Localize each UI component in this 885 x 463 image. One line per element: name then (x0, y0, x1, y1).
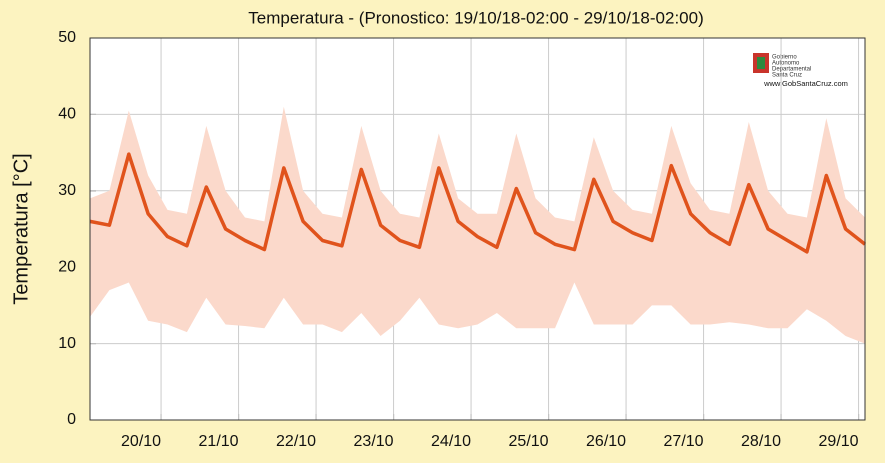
x-tick-label: 28/10 (741, 433, 781, 450)
chart-title: Temperatura - (Pronostico: 19/10/18-02:0… (248, 8, 704, 27)
x-tick-label: 25/10 (509, 433, 549, 450)
x-tick-label: 24/10 (431, 433, 471, 450)
x-tick-label: 20/10 (121, 433, 161, 450)
logo-url: www.GobSantaCruz.com (763, 79, 848, 88)
temperature-line (89, 152, 867, 254)
logo-text: Santa Cruz (772, 73, 802, 79)
x-tick-label: 21/10 (199, 433, 239, 450)
plot-frame (89, 37, 866, 421)
x-tick-label: 23/10 (354, 433, 394, 450)
logo-text: Autonomo (772, 61, 800, 67)
x-tick-label: 29/10 (819, 433, 859, 450)
logo-text: Gobierno (772, 55, 797, 61)
y-axis-label: Temperatura [°C] (10, 153, 32, 304)
x-tick-label: 22/10 (276, 433, 316, 450)
y-tick-label: 10 (58, 335, 76, 352)
x-tick-label: 26/10 (586, 433, 626, 450)
marks (89, 106, 867, 344)
logo-text: Departamental (772, 67, 811, 73)
y-tick-label: 50 (58, 29, 76, 46)
logo: Gobierno Autonomo Departamental Santa Cr… (753, 53, 848, 88)
y-tick-label: 30 (58, 182, 76, 199)
y-tick-label: 0 (67, 411, 76, 428)
y-tick-label: 20 (58, 258, 76, 275)
x-tick-label: 27/10 (664, 433, 704, 450)
y-tick-label: 40 (58, 106, 76, 123)
logo-shield-inner (757, 57, 765, 69)
